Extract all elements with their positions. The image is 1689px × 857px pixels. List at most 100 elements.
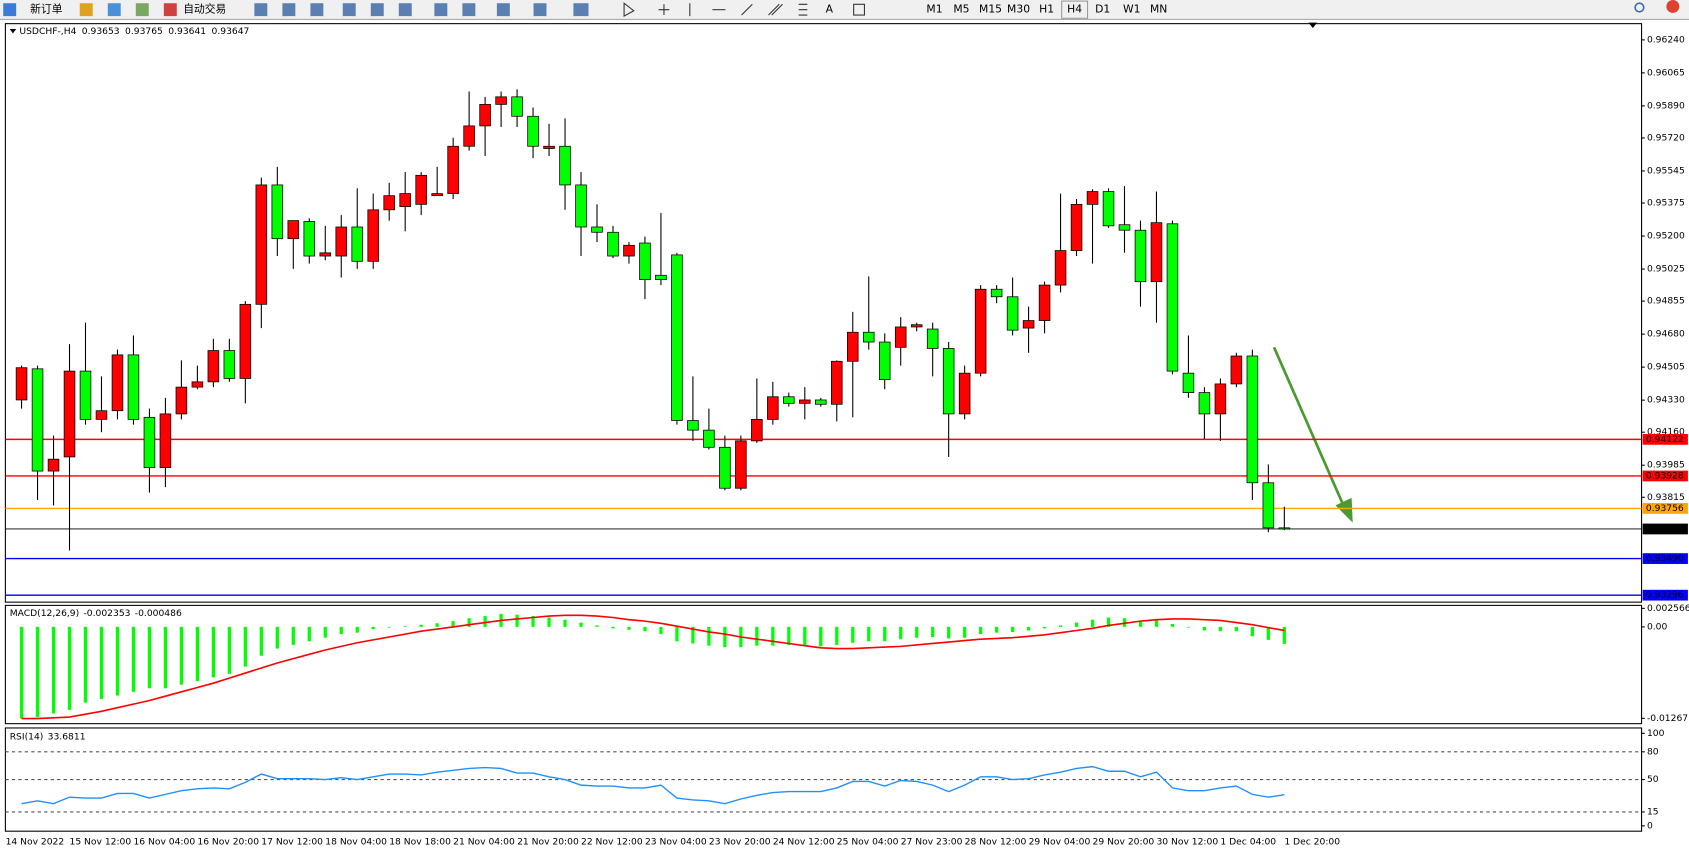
macd-bar — [147, 626, 152, 689]
macd-bar — [883, 626, 887, 642]
macd-bar — [1250, 626, 1254, 637]
new-order-button[interactable]: 新订单 — [30, 3, 63, 16]
tool-icon[interactable] — [79, 3, 93, 17]
tool-icon[interactable] — [434, 3, 448, 17]
macd-bar — [611, 626, 615, 629]
price-tag-label: 0.94122 — [1646, 435, 1684, 445]
indicators-icon[interactable] — [496, 3, 510, 17]
candle-body — [143, 416, 156, 469]
channel-tool[interactable] — [768, 3, 783, 16]
candle-body — [351, 226, 364, 262]
macd-bar — [835, 626, 839, 645]
macd-bar — [131, 626, 136, 692]
timeframe-button[interactable]: D1 — [1095, 3, 1110, 16]
macd-bar — [1074, 622, 1079, 627]
tile-icon[interactable] — [398, 3, 412, 17]
candle-body — [846, 331, 859, 362]
macd-bar — [355, 626, 359, 633]
symbol-menu-marker[interactable] — [9, 29, 17, 34]
ohlc-value: 0.93653 — [82, 27, 120, 37]
timeframe-bar: M1 M5 M15 M30 H1 H4 D1 W1 MN — [926, 0, 1167, 19]
y-tick-label: 0.94680 — [1647, 330, 1685, 340]
new-order-icon[interactable] — [3, 3, 17, 17]
timeframe-button[interactable]: M1 — [926, 3, 942, 16]
candle-body — [1214, 383, 1227, 415]
trendline-tool[interactable] — [741, 3, 753, 16]
main-panel-border — [4, 23, 1643, 603]
macd-bar — [691, 626, 695, 644]
chart-header: USDCHF-,H4 0.93653 0.93765 0.93641 0.93647 — [19, 27, 249, 37]
timeframe-button[interactable]: MN — [1150, 3, 1167, 16]
candle-body — [383, 195, 395, 211]
macd-bar — [275, 626, 279, 649]
macd-bar — [867, 626, 871, 642]
crosshair-tool[interactable] — [658, 4, 670, 16]
candle-body — [1118, 224, 1131, 231]
macd-bar — [1042, 626, 1047, 629]
candle-body — [735, 440, 747, 489]
macd-bar — [115, 626, 120, 696]
macd-panel-border — [4, 604, 1643, 725]
y-tick-label: 0.94330 — [1647, 396, 1685, 406]
templates-icon[interactable] — [573, 3, 589, 17]
tool-icon[interactable] — [310, 3, 324, 17]
y-tick-label: 80 — [1647, 747, 1659, 757]
candle-body — [1262, 482, 1275, 529]
y-tick-label: 0.002566 — [1647, 604, 1689, 614]
x-tick-label: 29 Nov 20:00 — [1093, 837, 1155, 847]
timeframe-button[interactable]: M30 — [1007, 3, 1030, 16]
y-tick-label: 0.95720 — [1647, 133, 1685, 143]
macd-bar — [1266, 626, 1270, 640]
candle-body — [575, 184, 587, 228]
tool-icon[interactable] — [107, 3, 121, 17]
candle-body — [1086, 191, 1099, 205]
timeframe-button[interactable]: W1 — [1123, 3, 1140, 16]
tool-icon[interactable] — [254, 3, 268, 17]
auto-trading-icon[interactable] — [163, 3, 177, 17]
periods-icon[interactable] — [533, 3, 547, 17]
candle-body — [878, 341, 891, 380]
auto-trading-button[interactable]: 自动交易 — [183, 3, 226, 16]
macd-bar — [675, 626, 679, 642]
macd-bar — [323, 626, 327, 638]
zoom-out-icon[interactable] — [370, 3, 384, 17]
candle-body — [1102, 191, 1115, 227]
candle-body — [767, 396, 779, 420]
timeframe-button[interactable]: H4 — [1067, 3, 1082, 16]
macd-bar — [435, 623, 439, 627]
indicator-header: MACD(12,26,9) -0.002353 -0.000486 — [10, 608, 182, 618]
y-tick-label: 0.94505 — [1647, 363, 1685, 373]
tool-icon[interactable] — [282, 3, 296, 17]
candle-body — [111, 354, 124, 412]
price-tag-label: 0.93296 — [1646, 591, 1684, 601]
macd-bar — [1170, 624, 1175, 627]
timeframe-button[interactable]: M15 — [979, 3, 1002, 16]
cursor-tool[interactable] — [623, 2, 635, 18]
y-tick-label: 15 — [1647, 807, 1659, 817]
zoom-in-icon[interactable] — [342, 3, 356, 17]
label-tool[interactable] — [853, 3, 865, 16]
candle-body — [47, 458, 60, 472]
candle-body — [894, 326, 907, 348]
notification-badge[interactable] — [1666, 0, 1680, 13]
tool-icon[interactable] — [462, 3, 476, 17]
macd-bar — [1090, 619, 1095, 627]
timeframe-button[interactable]: M5 — [953, 3, 969, 16]
macd-bar — [483, 616, 487, 627]
text-tool[interactable]: A — [826, 3, 834, 16]
macd-bar — [1058, 625, 1063, 627]
candle-body — [1038, 284, 1051, 321]
search-icon[interactable] — [1634, 2, 1645, 13]
y-tick-label: 0.95200 — [1647, 232, 1685, 242]
fibo-tool[interactable] — [798, 3, 808, 16]
arrow-shaft — [1272, 346, 1348, 513]
macd-bar — [163, 626, 168, 689]
macd-bar — [179, 626, 184, 685]
price-tag — [1642, 553, 1688, 564]
candle-body — [399, 193, 411, 207]
x-tick-label: 25 Nov 04:00 — [837, 837, 899, 847]
timeframe-button[interactable]: H1 — [1039, 3, 1054, 16]
x-tick-label: 21 Nov 20:00 — [517, 837, 579, 847]
tool-icon[interactable] — [135, 3, 149, 17]
candle-body — [415, 174, 427, 205]
